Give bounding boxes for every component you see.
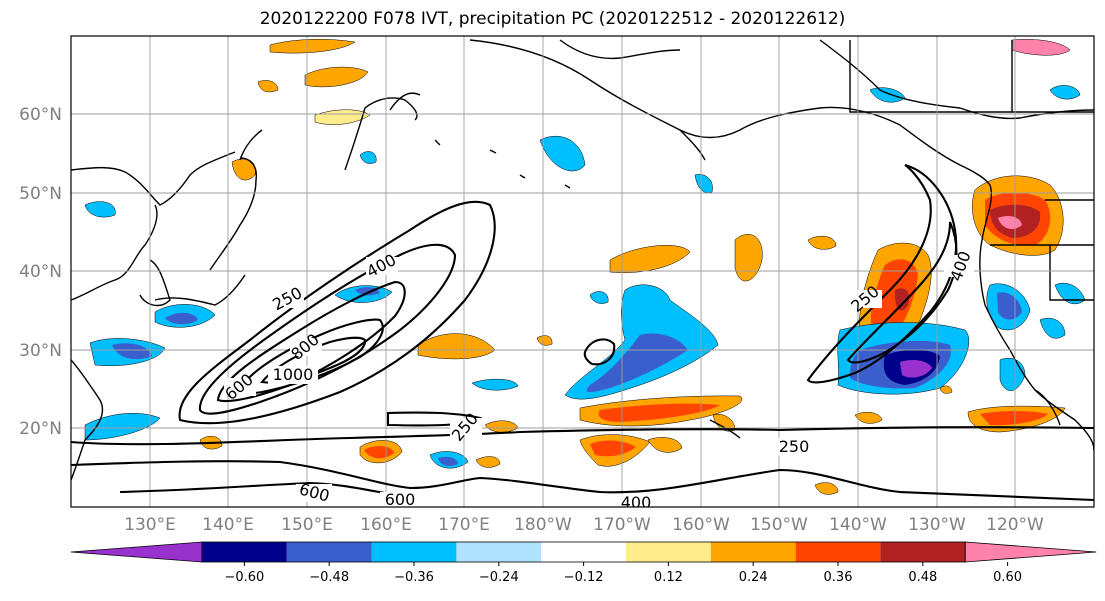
colorbar-segment xyxy=(286,542,372,562)
lat-label-40n: 40°N xyxy=(19,262,62,282)
lat-label-50n: 50°N xyxy=(19,184,62,204)
colorbar-extend-min xyxy=(70,541,203,563)
lon-label-150w: 150°W xyxy=(750,515,808,535)
colorbar-segments xyxy=(70,541,1097,563)
lat-label-20n: 20°N xyxy=(19,419,62,439)
colorbar-tick-label: 0.36 xyxy=(824,570,853,585)
colorbar-segment xyxy=(456,542,542,562)
colorbar-tick-label: 0.24 xyxy=(739,570,768,585)
colorbar-segment xyxy=(202,542,287,562)
colorbar-tick-label: 0.12 xyxy=(654,570,683,585)
lon-label-170e: 170°E xyxy=(438,515,490,535)
colorbar-tick-label: −0.60 xyxy=(224,570,264,585)
coastlines xyxy=(71,39,1094,481)
contour-label-400-b: 400 xyxy=(621,493,652,512)
colorbar-segment xyxy=(626,542,711,562)
contour-label-250-c: 250 xyxy=(779,437,810,456)
contour-label-600-c: 600 xyxy=(385,490,416,509)
lon-label-130e: 130°E xyxy=(124,515,176,535)
longitude-labels: 130°E 140°E 150°E 160°E 170°E 180°W 170°… xyxy=(124,515,1044,535)
colorbar-segment xyxy=(710,542,796,562)
lon-label-160e: 160°E xyxy=(360,515,412,535)
lon-label-140e: 140°E xyxy=(202,515,254,535)
colorbar: −0.60 −0.48 −0.36 −0.24 −0.12 0.12 0.24 0.36 0.4… xyxy=(70,541,1097,585)
lon-label-180w: 180°W xyxy=(514,515,572,535)
lon-label-130w: 130°W xyxy=(908,515,966,535)
colorbar-tick-label: −0.12 xyxy=(564,570,604,585)
map-area xyxy=(71,36,1094,507)
colorbar-segment xyxy=(795,542,881,562)
colorbar-tick-label: −0.48 xyxy=(309,570,349,585)
latitude-labels: 20°N 30°N 40°N 50°N 60°N xyxy=(19,105,62,439)
precipitation-shading xyxy=(84,39,1086,495)
lon-label-170w: 170°W xyxy=(593,515,651,535)
lon-label-120w: 120°W xyxy=(986,515,1044,535)
lon-label-150e: 150°E xyxy=(281,515,333,535)
colorbar-extend-max xyxy=(964,541,1097,563)
colorbar-tick-label: −0.24 xyxy=(479,570,519,585)
contour-label-1000: 1000 xyxy=(273,365,314,384)
lat-label-30n: 30°N xyxy=(19,341,62,361)
colorbar-tick-label: 0.60 xyxy=(993,570,1022,585)
lon-label-140w: 140°W xyxy=(829,515,887,535)
colorbar-segment xyxy=(880,542,966,562)
lon-label-160w: 160°W xyxy=(672,515,730,535)
colorbar-segment xyxy=(541,542,626,562)
colorbar-segment xyxy=(371,542,457,562)
colorbar-tick-label: 0.48 xyxy=(908,570,937,585)
lat-label-60n: 60°N xyxy=(19,105,62,125)
map-frame xyxy=(70,35,1095,508)
colorbar-tick-label: −0.36 xyxy=(394,570,434,585)
map-title: 2020122200 F078 IVT, precipitation PC (2… xyxy=(259,9,846,29)
colorbar-ticks: −0.60 −0.48 −0.36 −0.24 −0.12 0.12 0.24 0.36 0.4… xyxy=(224,562,1022,585)
